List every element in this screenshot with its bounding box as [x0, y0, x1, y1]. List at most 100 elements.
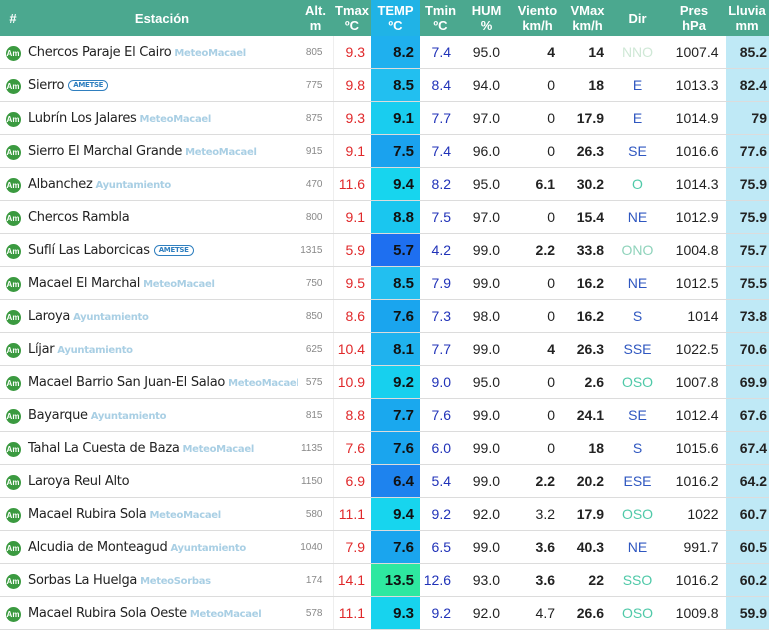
header-station[interactable]: Estación: [26, 0, 298, 36]
header-alt[interactable]: Alt. m: [298, 0, 333, 36]
table-row[interactable]: Am Bayarque Ayuntamiento 815 8.8 7.7 7.6 99.0 0 2…: [0, 398, 769, 432]
vmax-cell: 2.6: [563, 365, 612, 399]
station-place[interactable]: La Cuesta de Baza: [63, 440, 180, 456]
station-town[interactable]: Chercos: [28, 44, 79, 60]
table-row[interactable]: Am Chercos Rambla 800 9.1 8.8 7.5 97.0 0 15.4 NE 1…: [0, 200, 769, 234]
station-place[interactable]: Paraje El Cairo: [82, 44, 172, 60]
station-place[interactable]: Rubira Sola: [75, 506, 147, 522]
station-name[interactable]: Lubrín Los Jalares MeteoMacael: [26, 101, 298, 135]
station-name[interactable]: Laroya Reul Alto: [26, 464, 298, 498]
source-label[interactable]: MeteoMacael: [228, 377, 298, 389]
station-name[interactable]: Suflí Las Laborcicas AMETSE: [26, 233, 298, 267]
tmin-cell: 7.7: [420, 101, 461, 135]
station-place[interactable]: Barrio San Juan-El Salao: [75, 374, 226, 390]
header-dir[interactable]: Dir: [612, 0, 663, 36]
station-town[interactable]: Líjar: [28, 341, 55, 357]
header-vmax[interactable]: VMax km/h: [563, 0, 612, 36]
station-town[interactable]: Chercos: [28, 209, 79, 225]
station-town[interactable]: Laroya: [28, 473, 71, 489]
table-row[interactable]: Am Alcudia de Monteagud Ayuntamiento 1040 7.…: [0, 530, 769, 564]
direction-cell: SE: [612, 134, 663, 168]
station-town[interactable]: Sierro: [28, 143, 65, 159]
station-place[interactable]: Los Jalares: [70, 110, 137, 126]
station-name[interactable]: Bayarque Ayuntamiento: [26, 398, 298, 432]
table-row[interactable]: Am Lubrín Los Jalares MeteoMacael 875 9.3 9.1…: [0, 101, 769, 135]
source-label[interactable]: MeteoMacael: [185, 146, 257, 158]
table-row[interactable]: Am Sorbas La Huelga MeteoSorbas 174 14.1 13.5…: [0, 563, 769, 597]
station-name[interactable]: Macael Barrio San Juan-El Salao MeteoMaca…: [26, 365, 298, 399]
station-town[interactable]: Macael: [28, 374, 73, 390]
station-town[interactable]: Albanchez: [28, 176, 93, 192]
station-town[interactable]: Sierro: [28, 77, 65, 93]
station-name[interactable]: Chercos Rambla: [26, 200, 298, 234]
table-row[interactable]: Am Macael El Marchal MeteoMacael 750 9.5 8.5 7…: [0, 266, 769, 300]
source-label[interactable]: Ayuntamiento: [95, 179, 171, 191]
station-town[interactable]: Macael: [28, 506, 73, 522]
humidity-cell: 95.0: [461, 167, 512, 201]
station-place[interactable]: Las Laborcicas: [58, 242, 150, 258]
station-name[interactable]: Alcudia de Monteagud Ayuntamiento: [26, 530, 298, 564]
source-label[interactable]: Ayuntamiento: [90, 410, 167, 422]
table-row[interactable]: Am Macael Rubira Sola Oeste MeteoMacael 578…: [0, 596, 769, 630]
station-town[interactable]: Tahal: [28, 440, 61, 456]
station-town[interactable]: Macael: [28, 605, 73, 621]
source-label[interactable]: AMETSE: [153, 244, 194, 256]
source-label[interactable]: MeteoMacael: [143, 278, 215, 290]
station-town[interactable]: Suflí: [28, 242, 55, 258]
station-name[interactable]: Sierro El Marchal Grande MeteoMacael: [26, 134, 298, 168]
source-label[interactable]: AMETSE: [68, 79, 109, 91]
station-name[interactable]: Líjar Ayuntamiento: [26, 332, 298, 366]
station-place[interactable]: El Marchal: [75, 275, 141, 291]
am-badge-icon: Am: [5, 178, 21, 193]
station-name[interactable]: Sorbas La Huelga MeteoSorbas: [26, 563, 298, 597]
table-row[interactable]: Am Tahal La Cuesta de Baza MeteoMacael 1135…: [0, 431, 769, 465]
station-name[interactable]: Laroya Ayuntamiento: [26, 299, 298, 333]
station-town[interactable]: Bayarque: [28, 407, 88, 423]
table-row[interactable]: Am Chercos Paraje El Cairo MeteoMacael 805 9…: [0, 36, 769, 69]
header-pres[interactable]: Pres hPa: [663, 0, 725, 36]
direction-cell: S: [612, 431, 663, 465]
table-row[interactable]: Am Albanchez Ayuntamiento 470 11.6 9.4 8.2 95.0…: [0, 167, 769, 201]
source-label[interactable]: MeteoSorbas: [140, 575, 211, 587]
station-place[interactable]: Rambla: [82, 209, 130, 225]
header-wind[interactable]: Viento km/h: [512, 0, 563, 36]
header-hum[interactable]: HUM%: [461, 0, 512, 36]
header-num[interactable]: #: [0, 0, 26, 36]
header-temp[interactable]: TEMP ºC: [371, 0, 420, 36]
source-label[interactable]: MeteoMacael: [139, 113, 212, 125]
source-label[interactable]: MeteoMacael: [189, 608, 262, 620]
station-town[interactable]: Lubrín: [28, 110, 67, 126]
header-tmax[interactable]: Tmax ºC: [333, 0, 371, 36]
station-town[interactable]: Sorbas: [28, 572, 71, 588]
table-row[interactable]: Am Macael Rubira Sola MeteoMacael 580 11.1 9.…: [0, 497, 769, 531]
header-rain[interactable]: Lluvia mm: [725, 0, 769, 36]
header-tmin[interactable]: Tmin ºC: [420, 0, 461, 36]
table-row[interactable]: Am Suflí Las Laborcicas AMETSE 1315 5.9 5.7 4.…: [0, 233, 769, 267]
station-place[interactable]: Rubira Sola Oeste: [75, 605, 187, 621]
station-name[interactable]: Macael El Marchal MeteoMacael: [26, 266, 298, 300]
station-name[interactable]: Chercos Paraje El Cairo MeteoMacael: [26, 36, 298, 69]
table-row[interactable]: Am Macael Barrio San Juan-El Salao MeteoMa…: [0, 365, 769, 399]
station-town[interactable]: Macael: [28, 275, 73, 291]
station-name[interactable]: Sierro AMETSE: [26, 68, 298, 102]
source-label[interactable]: MeteoMacael: [149, 509, 221, 521]
station-name[interactable]: Tahal La Cuesta de Baza MeteoMacael: [26, 431, 298, 465]
source-label[interactable]: MeteoMacael: [174, 47, 246, 59]
station-name[interactable]: Albanchez Ayuntamiento: [26, 167, 298, 201]
source-label[interactable]: Ayuntamiento: [170, 542, 246, 554]
station-name[interactable]: Macael Rubira Sola MeteoMacael: [26, 497, 298, 531]
source-label[interactable]: Ayuntamiento: [73, 311, 149, 323]
table-row[interactable]: Am Sierro El Marchal Grande MeteoMacael 915…: [0, 134, 769, 168]
station-name[interactable]: Macael Rubira Sola Oeste MeteoMacael: [26, 596, 298, 630]
station-place[interactable]: El Marchal Grande: [68, 143, 183, 159]
station-place[interactable]: Reul Alto: [73, 473, 130, 489]
table-row[interactable]: Am Laroya Reul Alto 1150 6.9 6.4 5.4 99.0 2.2 20…: [0, 464, 769, 498]
table-row[interactable]: Am Sierro AMETSE 775 9.8 8.5 8.4 94.0 0 18 E 1013.3…: [0, 68, 769, 102]
table-row[interactable]: Am Líjar Ayuntamiento 625 10.4 8.1 7.7 99.0 4 26.…: [0, 332, 769, 366]
source-label[interactable]: MeteoMacael: [182, 443, 255, 455]
table-row[interactable]: Am Laroya Ayuntamiento 850 8.6 7.6 7.3 98.0 0 16.…: [0, 299, 769, 333]
station-town[interactable]: Laroya: [28, 308, 71, 324]
station-place[interactable]: La Huelga: [74, 572, 138, 588]
station-town[interactable]: Alcudia de Monteagud: [28, 539, 168, 555]
source-label[interactable]: Ayuntamiento: [57, 344, 133, 356]
